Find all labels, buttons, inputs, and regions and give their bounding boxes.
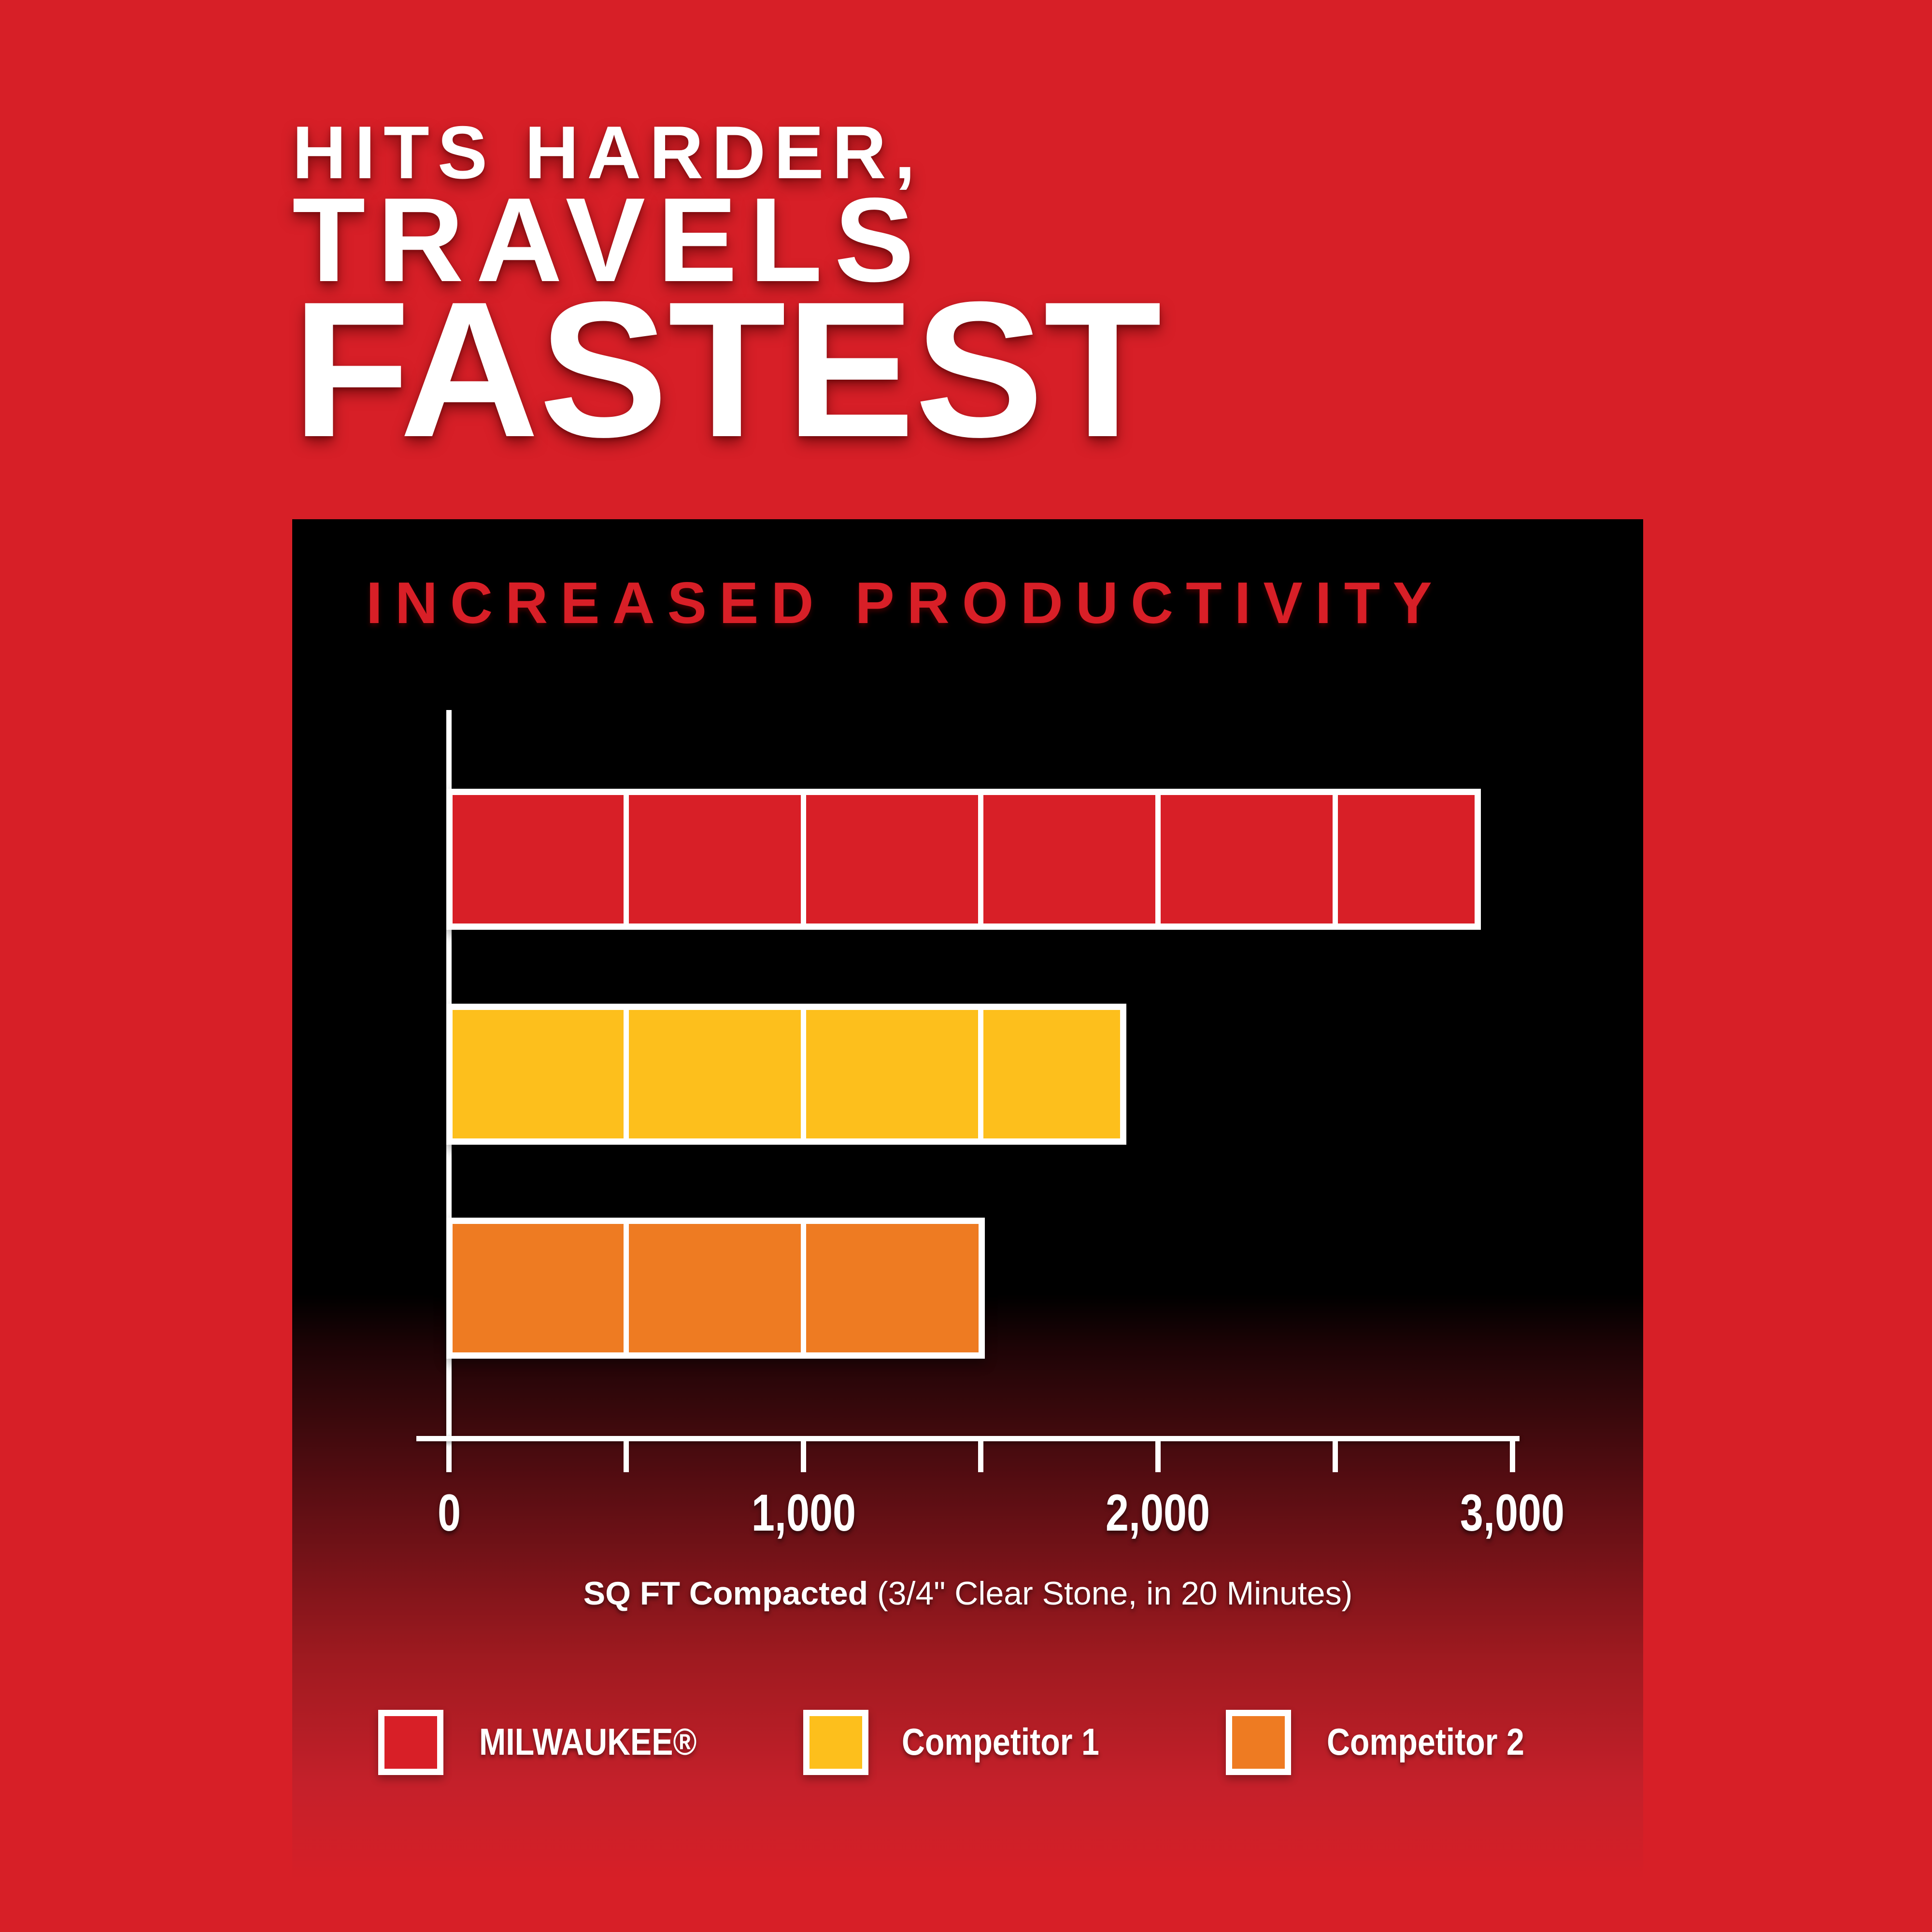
chart-panel (292, 519, 1643, 1879)
bar-segment-divider (801, 795, 807, 923)
x-axis-tick-label-1000: 1,000 (751, 1483, 856, 1542)
x-axis-label-rest: (3/4" Clear Stone, in 20 Minutes) (868, 1575, 1353, 1612)
x-axis-tick-2000 (1155, 1436, 1161, 1472)
headline-line-2: TRAVELS (292, 172, 926, 307)
bar-segment-divider (624, 1224, 629, 1352)
bar-milwaukee (446, 789, 1481, 930)
bar-segment-divider (978, 1010, 984, 1138)
headline-line-1: HITS HARDER, (292, 111, 923, 194)
bar-segment-divider (1155, 795, 1161, 923)
x-axis-tick-3000 (1509, 1436, 1515, 1472)
headline-line-3: FASTEST (292, 261, 1162, 477)
x-axis-tick-label-3000: 3,000 (1460, 1483, 1565, 1542)
x-axis-tick-label-2000: 2,000 (1106, 1483, 1210, 1542)
x-axis-tick-2500 (1332, 1436, 1338, 1472)
x-axis-tick-1500 (978, 1436, 984, 1472)
legend-label-competitor-2: Competitor 2 (1327, 1720, 1524, 1763)
x-axis-tick-1000 (801, 1436, 807, 1472)
bar-segment-divider (801, 1010, 807, 1138)
legend-swatch-milwaukee (378, 1710, 443, 1775)
legend-label-milwaukee: MILWAUKEE® (479, 1720, 697, 1763)
x-axis-label: SQ FT Compacted (3/4" Clear Stone, in 20… (416, 1576, 1520, 1612)
bar-competitor-2 (446, 1218, 985, 1359)
bar-segment-divider (624, 1010, 629, 1138)
bar-competitor-1 (446, 1004, 1127, 1145)
chart-title: INCREASED PRODUCTIVITY (366, 570, 1445, 636)
bar-segment-divider (801, 1224, 807, 1352)
bar-segment-divider (1332, 795, 1338, 923)
x-axis-line (416, 1436, 1520, 1441)
bar-segment-divider (624, 795, 629, 923)
legend-label-competitor-1: Competitor 1 (902, 1720, 1099, 1763)
legend-swatch-competitor-1 (803, 1710, 868, 1775)
x-axis-label-bold: SQ FT Compacted (583, 1575, 868, 1612)
x-axis-tick-500 (624, 1436, 629, 1472)
bar-segment-divider (978, 795, 984, 923)
x-axis-tick-label-0: 0 (437, 1483, 461, 1542)
legend-swatch-competitor-2 (1226, 1710, 1291, 1775)
